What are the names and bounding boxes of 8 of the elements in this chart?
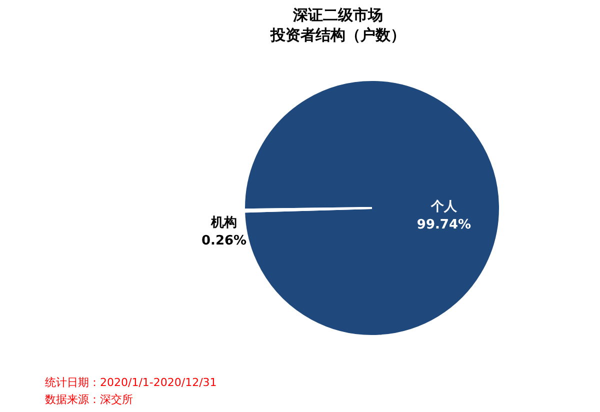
slice-label: 机构: [210, 216, 237, 231]
data-label: 99.74%: [416, 218, 472, 233]
slice-label: 个人: [430, 200, 458, 215]
source-note: 数据来源：深交所: [45, 393, 133, 406]
chart-title: 深证二级市场: [292, 6, 383, 24]
text: 统计日期：2020/1/1-2020/12/31: [45, 376, 217, 389]
data-label: 0.26%: [201, 234, 247, 249]
chart-subtitle: 投资者结构（户数）: [270, 26, 406, 44]
